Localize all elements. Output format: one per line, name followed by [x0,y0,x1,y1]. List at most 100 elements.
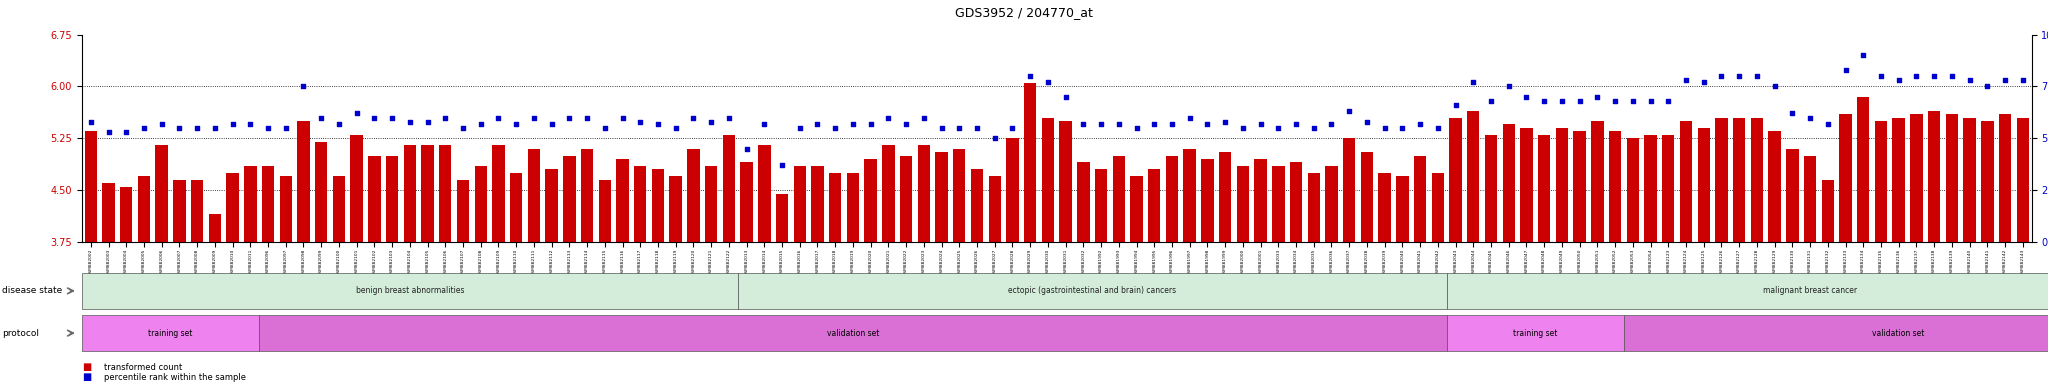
Bar [1911,114,1923,242]
Point [217,121,250,127]
Point [199,125,231,131]
Point [1546,98,1579,104]
Bar [1520,128,1532,242]
Bar [1980,121,1993,242]
Point [1688,79,1720,85]
Point [748,121,780,127]
Point [393,119,426,125]
Text: protocol: protocol [2,329,39,338]
Point [1245,121,1278,127]
Bar [563,156,575,242]
Point [465,121,498,127]
Bar [723,135,735,242]
Bar [137,176,150,242]
Point [942,125,975,131]
Bar [1804,156,1817,242]
Bar [1325,166,1337,242]
Point [907,114,940,121]
Point [1155,121,1188,127]
Bar [829,173,842,242]
Point [1599,98,1632,104]
Bar [1874,121,1886,242]
Point [518,114,551,121]
Bar [1946,114,1958,242]
Point [1581,94,1614,100]
Point [1653,98,1686,104]
Point [1864,73,1896,79]
Point [961,125,993,131]
Text: validation set: validation set [1872,329,1925,338]
Point [1706,73,1739,79]
Bar [244,166,256,242]
Bar [1042,118,1055,242]
Bar [262,166,274,242]
Point [1528,98,1561,104]
Point [1847,52,1880,58]
Bar [1716,118,1729,242]
Text: disease state: disease state [2,286,61,295]
Bar [598,180,610,242]
Bar [1679,121,1692,242]
Point [2007,77,2040,83]
Point [872,114,905,121]
Bar [1610,131,1622,242]
Point [801,121,834,127]
Point [481,114,514,121]
Bar [227,173,240,242]
Text: transformed count: transformed count [104,364,182,372]
Point [1174,114,1206,121]
Text: percentile rank within the sample: percentile rank within the sample [104,373,246,382]
Point [1280,121,1313,127]
Point [1120,125,1153,131]
Point [766,162,799,168]
Bar [1573,131,1585,242]
Bar [688,149,700,242]
Bar [457,180,469,242]
Point [1333,108,1366,114]
Bar [864,159,877,242]
Bar [492,145,504,242]
Point [1829,67,1862,73]
Point [678,114,711,121]
Bar [350,135,362,242]
Point [1563,98,1595,104]
Point [1192,121,1225,127]
Point [854,121,887,127]
Point [979,135,1012,141]
Bar [1821,180,1835,242]
Point [145,121,178,127]
Point [819,125,852,131]
Bar [1556,128,1569,242]
Bar [1219,152,1231,242]
Bar [2017,118,2030,242]
Bar [918,145,930,242]
Bar [1733,118,1745,242]
Bar [1130,176,1143,242]
Bar [1059,121,1071,242]
Bar [616,159,629,242]
Bar [1503,124,1516,242]
Point [1954,77,1987,83]
Bar [1272,166,1284,242]
Point [1386,125,1419,131]
Point [1456,79,1489,85]
Point [1139,121,1171,127]
Bar [1645,135,1657,242]
Bar [1538,135,1550,242]
Bar [528,149,541,242]
Bar [475,166,487,242]
Point [731,146,764,152]
Point [1901,73,1933,79]
Bar [899,156,911,242]
Bar [1751,118,1763,242]
Bar [1006,138,1018,242]
Point [659,125,692,131]
Point [412,119,444,125]
Point [1970,83,2003,89]
Point [553,114,586,121]
Point [588,125,621,131]
Point [1227,125,1260,131]
Point [606,114,639,121]
Point [1810,121,1843,127]
Point [1102,121,1135,127]
